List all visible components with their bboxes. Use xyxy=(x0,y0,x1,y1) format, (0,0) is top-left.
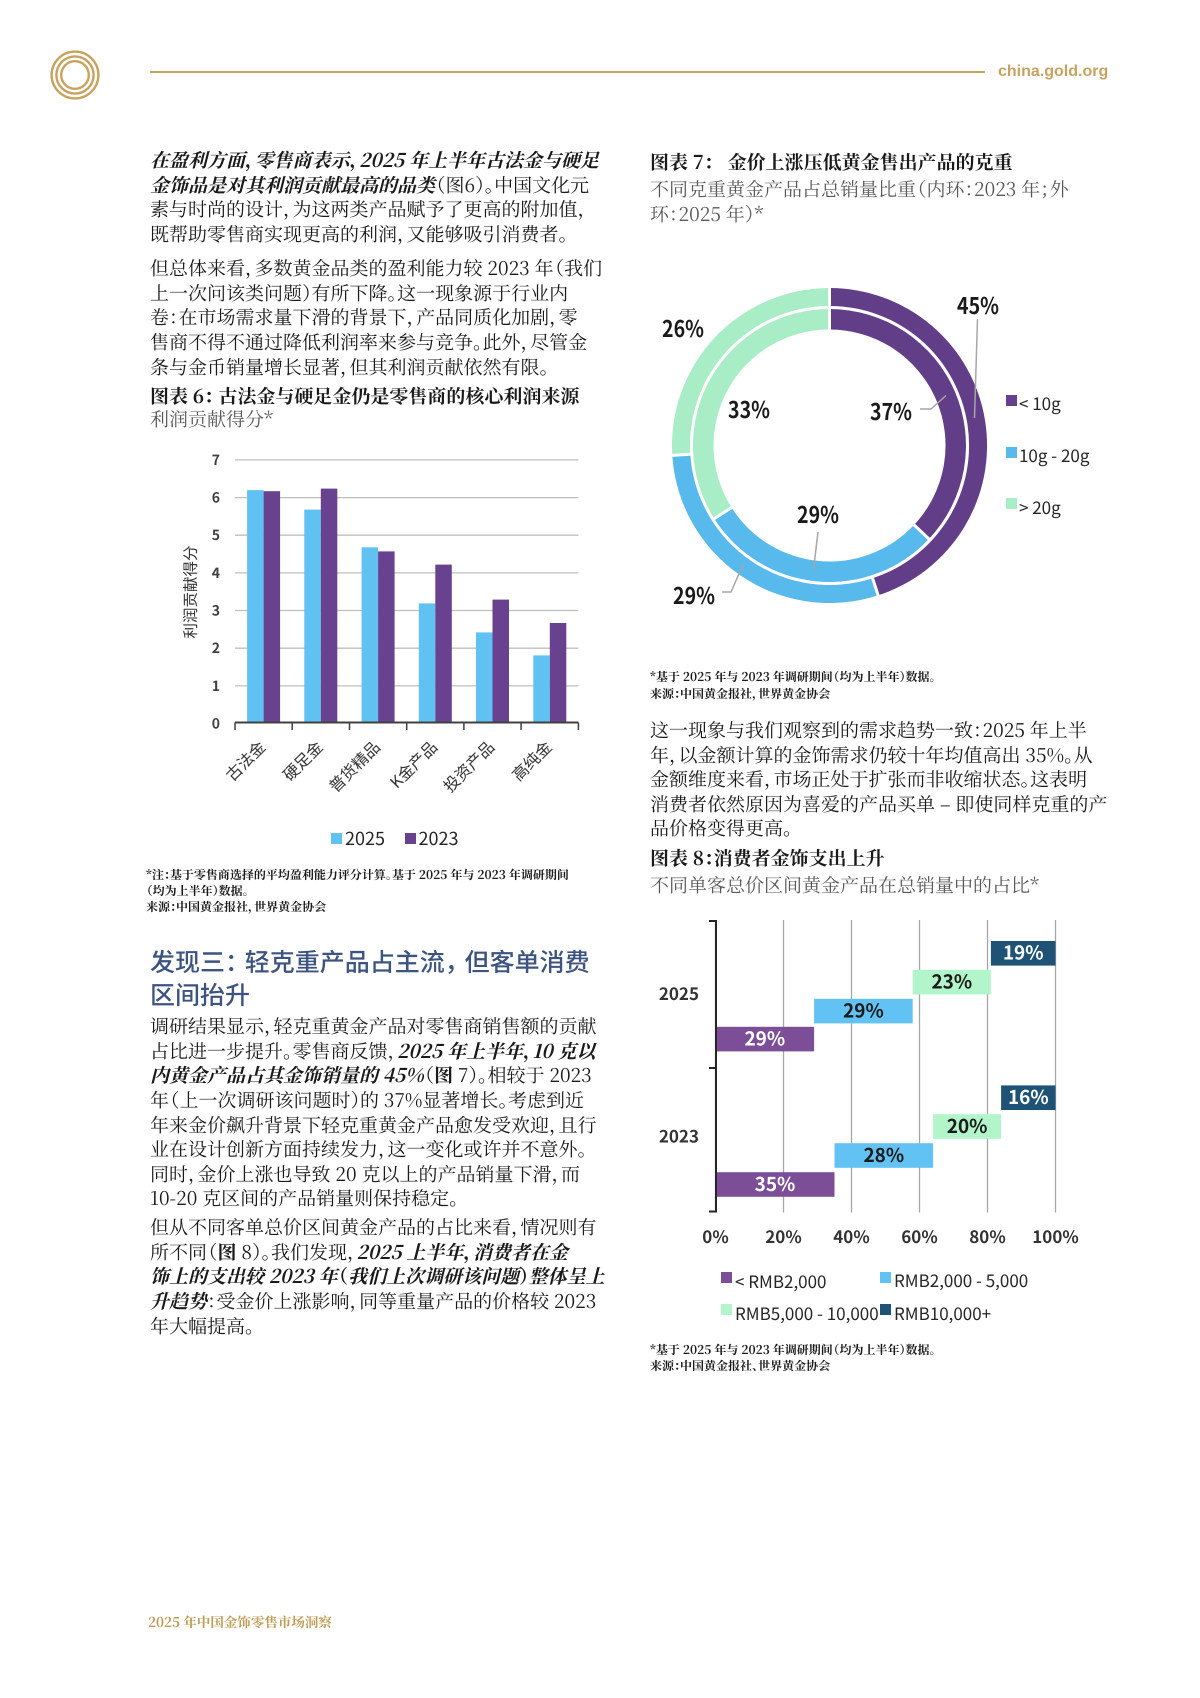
svg-text:20%: 20% xyxy=(947,1112,988,1139)
svg-text:80%: 80% xyxy=(969,1223,1005,1248)
svg-text:2023: 2023 xyxy=(659,1123,699,1148)
svg-text:29%: 29% xyxy=(843,996,884,1023)
svg-text:20%: 20% xyxy=(765,1223,801,1248)
svg-text:2: 2 xyxy=(212,638,220,658)
svg-text:0%: 0% xyxy=(702,1223,728,1248)
svg-text:4: 4 xyxy=(212,563,220,583)
svg-text:利润贡献得分: 利润贡献得分 xyxy=(179,545,201,638)
svg-text:60%: 60% xyxy=(901,1223,937,1248)
svg-text:40%: 40% xyxy=(833,1223,869,1248)
svg-text:5: 5 xyxy=(212,525,220,545)
svg-text:1: 1 xyxy=(212,676,220,696)
svg-text:23%: 23% xyxy=(931,967,972,994)
svg-text:28%: 28% xyxy=(863,1141,904,1168)
svg-text:100%: 100% xyxy=(1032,1223,1078,1248)
svg-text:0: 0 xyxy=(212,714,220,734)
svg-text:2025: 2025 xyxy=(659,980,699,1005)
svg-text:19%: 19% xyxy=(1003,939,1044,966)
svg-text:35%: 35% xyxy=(755,1170,796,1197)
svg-text:16%: 16% xyxy=(1008,1083,1049,1110)
svg-text:7: 7 xyxy=(212,450,220,470)
svg-text:29%: 29% xyxy=(744,1024,785,1051)
svg-text:6: 6 xyxy=(212,488,220,508)
svg-text:3: 3 xyxy=(212,601,220,621)
